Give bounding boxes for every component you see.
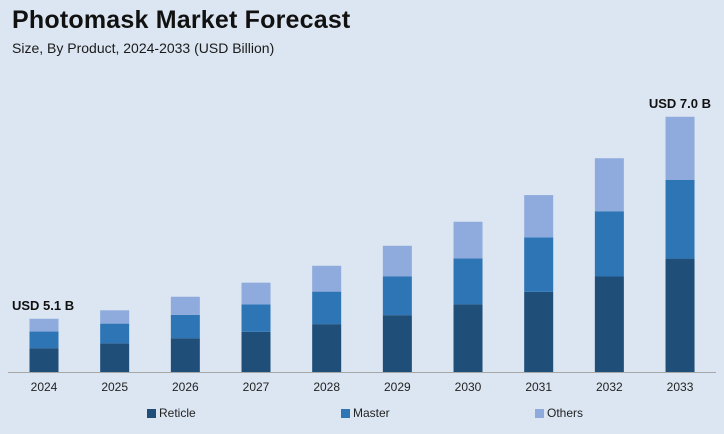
bar-others-2032 [594, 158, 624, 212]
x-tick-label-2030: 2030 [455, 380, 482, 394]
legend-label-reticle: Reticle [159, 406, 196, 420]
bar-reticle-2027 [241, 331, 271, 372]
bar-master-2026 [170, 314, 200, 339]
bar-master-2029 [382, 276, 412, 316]
bar-others-2031 [524, 195, 554, 238]
bar-others-2027 [241, 282, 271, 305]
bar-master-2024 [29, 331, 59, 349]
legend-label-master: Master [353, 406, 390, 420]
bar-master-2027 [241, 304, 271, 332]
chart-title: Photomask Market Forecast [12, 6, 351, 34]
bar-others-2026 [170, 296, 200, 315]
annotation-2024: USD 5.1 B [12, 298, 74, 313]
chart-subtitle: Size, By Product, 2024-2033 (USD Billion… [12, 40, 275, 56]
legend-item-reticle: Reticle [147, 406, 196, 420]
bar-master-2025 [100, 323, 130, 344]
bar-reticle-2033 [665, 258, 695, 372]
bar-master-2030 [453, 258, 483, 305]
x-tick-label-2027: 2027 [243, 380, 270, 394]
bar-master-2033 [665, 180, 695, 259]
bar-others-2029 [382, 245, 412, 277]
legend-item-master: Master [341, 406, 390, 420]
bar-master-2032 [594, 211, 624, 277]
bar-others-2024 [29, 318, 59, 332]
legend-swatch-master [341, 408, 350, 418]
bar-master-2031 [524, 237, 554, 292]
x-tick-label-2025: 2025 [101, 380, 128, 394]
bar-reticle-2028 [312, 324, 342, 372]
x-tick-label-2026: 2026 [172, 380, 199, 394]
legend-label-others: Others [547, 406, 584, 420]
legend-swatch-others [535, 408, 544, 418]
bar-reticle-2026 [170, 338, 200, 372]
bar-reticle-2029 [382, 315, 412, 372]
legend-item-others: Others [535, 406, 583, 420]
bar-reticle-2031 [524, 291, 554, 372]
annotation-2033: USD 7.0 B [649, 96, 711, 111]
bar-reticle-2032 [594, 276, 624, 372]
x-tick-label-2031: 2031 [525, 380, 552, 394]
x-tick-label-2033: 2033 [667, 380, 694, 394]
bar-others-2028 [312, 265, 342, 292]
x-tick-label-2028: 2028 [313, 380, 340, 394]
bar-master-2028 [312, 291, 342, 325]
x-tick-label-2032: 2032 [596, 380, 623, 394]
x-tick-label-2029: 2029 [384, 380, 411, 394]
legend-swatch-reticle [147, 408, 156, 418]
bar-reticle-2030 [453, 304, 483, 372]
bar-others-2030 [453, 221, 483, 259]
bar-reticle-2024 [29, 348, 59, 372]
bar-others-2033 [665, 116, 695, 180]
bar-others-2025 [100, 310, 130, 324]
x-tick-label-2024: 2024 [31, 380, 58, 394]
bar-reticle-2025 [100, 343, 130, 372]
chart-legend: Reticle Master Others [0, 406, 724, 426]
